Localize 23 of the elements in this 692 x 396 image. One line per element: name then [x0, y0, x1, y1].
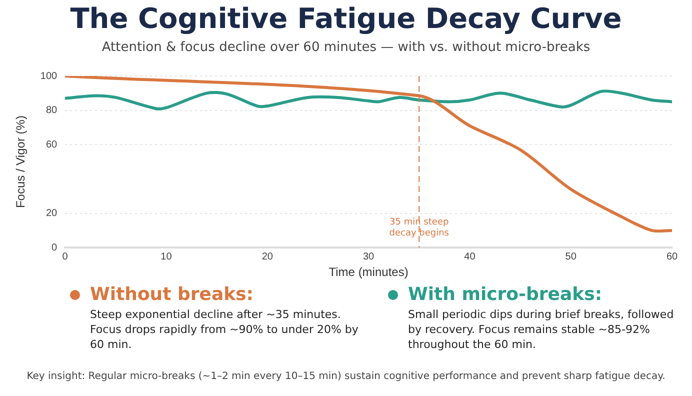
- text: Key insight: Regular micro-breaks (~1–2 min every 10–15 min) sustain cognitive performance and prevent sharp fatigue decay.: [26, 371, 666, 382]
- legend-label: With micro-breaks:: [408, 284, 602, 305]
- x-axis-title: Time (minutes): [328, 265, 408, 280]
- x-tick-label: 0: [62, 251, 68, 262]
- y-tick-label: 20: [46, 208, 58, 220]
- x-tick-label: 20: [262, 251, 274, 262]
- y-tick-label: 80: [46, 105, 58, 116]
- x-tick-label: 40: [464, 251, 476, 262]
- text: Small periodic dips during brief breaks, followed by recovery. Focus remains stable ~85-92% throughout the 60 min.: [408, 307, 675, 352]
- legend-label: Without breaks:: [90, 284, 254, 305]
- y-axis-title: Focus / Vigor (%): [14, 116, 28, 208]
- y-tick-label: 100: [40, 70, 58, 82]
- chart-subtitle: Attention & focus decline over 60 minutes — with vs. without micro-breaks: [100, 40, 592, 55]
- x-tick-label: 60: [666, 251, 678, 262]
- y-tick-label: 0: [52, 242, 58, 254]
- x-tick-label: 10: [160, 251, 172, 262]
- y-tick-label: 60: [46, 139, 58, 150]
- chart-title: The Cognitive Fatigue Decay Curve: [69, 2, 623, 35]
- line-series: [65, 90, 672, 110]
- x-tick-label: 50: [565, 251, 577, 262]
- text: Steep exponential decline after ~35 minutes. Focus drops rapidly from ~90% to under 20% by 60 min.: [90, 307, 360, 352]
- ref-line-label: 35 min steep decay begins: [389, 218, 450, 239]
- x-tick-label: 30: [362, 251, 375, 262]
